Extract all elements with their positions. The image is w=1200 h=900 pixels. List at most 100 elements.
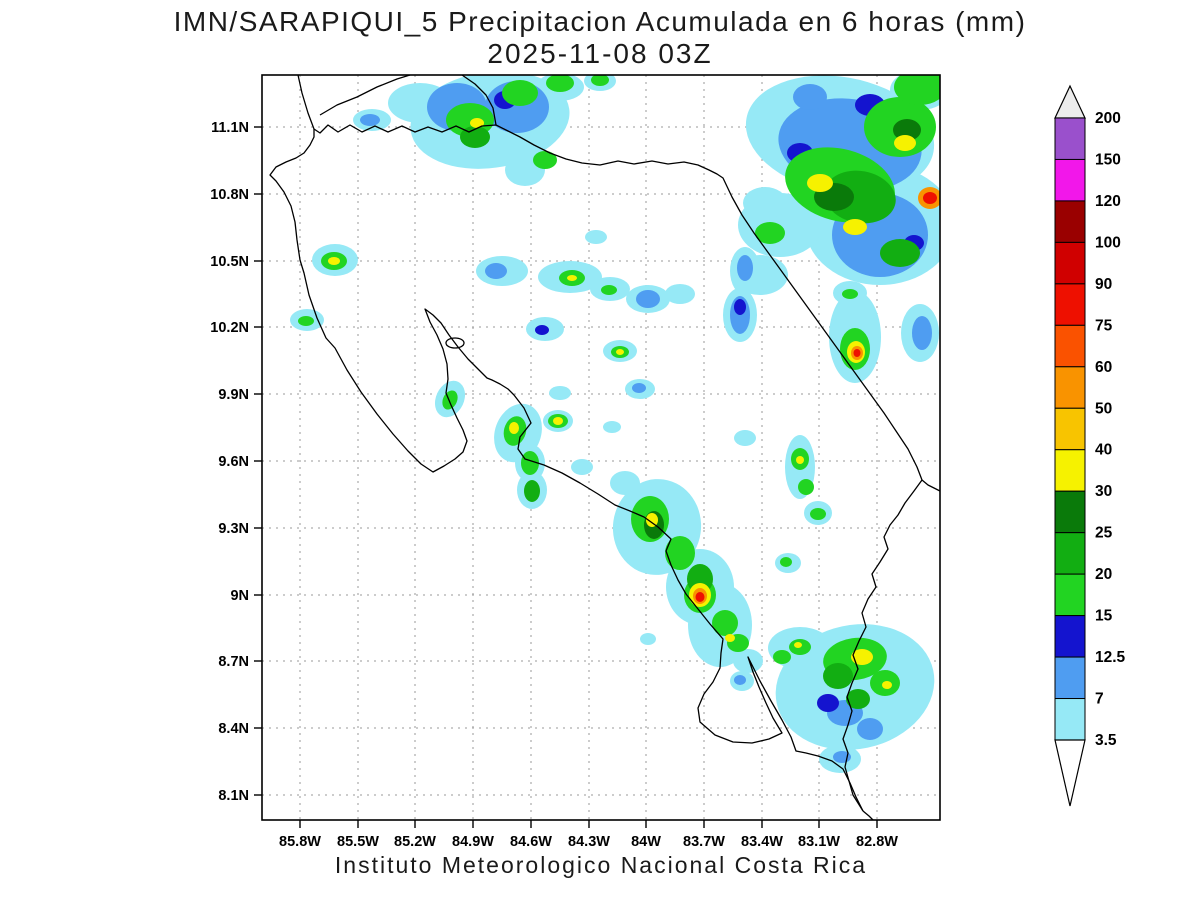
precip-cell-g1 [712, 610, 738, 636]
precip-cell-c [640, 633, 656, 645]
precip-cell-y [851, 649, 873, 665]
colorbar-label: 12.5 [1095, 649, 1126, 666]
coastline [461, 75, 497, 126]
colorbar-segment [1054, 158, 1086, 202]
colorbar-segment [1054, 449, 1086, 492]
precip-cell-db [734, 299, 746, 315]
x-tick-label: 85.5W [337, 834, 379, 850]
y-tick-label: 8.7N [218, 654, 249, 670]
colorbar-label: 25 [1095, 525, 1113, 542]
precip-cell-g1 [810, 508, 826, 520]
coastline [297, 75, 940, 492]
y-tick-label: 9N [230, 588, 249, 604]
colorbar-label: 15 [1095, 608, 1113, 625]
colorbar-segment [1054, 532, 1086, 575]
island-outline [445, 337, 465, 349]
precip-cell-g2 [824, 170, 896, 224]
colorbar-segment [1054, 324, 1086, 368]
precip-cell-y [328, 257, 340, 265]
x-tick-label: 82.8W [856, 834, 898, 850]
precip-cell-y [794, 642, 802, 648]
y-tick-label: 9.9N [218, 387, 249, 403]
precip-cell-y [553, 417, 563, 425]
precip-cell-b [485, 263, 507, 279]
precip-cell-y [725, 634, 735, 642]
x-tick-label: 85.2W [394, 834, 436, 850]
precip-cell-g1 [533, 151, 557, 169]
precip-cell-b [632, 383, 646, 393]
precip-cell-g2 [823, 663, 853, 689]
precip-cell-g1 [601, 285, 617, 295]
colorbar-label: 7 [1095, 691, 1104, 708]
y-tick-label: 8.4N [218, 721, 249, 737]
precip-cell-b [636, 290, 660, 308]
precip-cell-c [603, 421, 621, 433]
precip-cell-y [567, 275, 577, 281]
y-tick-label: 9.6N [218, 454, 249, 470]
precip-cell-y [843, 219, 867, 235]
chart-title: IMN/SARAPIQUI_5 Precipitacion Acumulada … [173, 6, 1027, 37]
precip-cell-c [733, 649, 763, 673]
precip-cell-g1 [502, 80, 538, 106]
axis-ticks [254, 126, 878, 828]
colorbar-label: 50 [1095, 400, 1112, 417]
colorbar-label: 30 [1095, 483, 1112, 500]
colorbar-label: 60 [1095, 359, 1112, 376]
precip-cell-g1 [521, 451, 539, 475]
precip-cell-g3 [893, 119, 921, 141]
precip-cell-g1 [665, 536, 695, 570]
x-tick-label: 84.3W [568, 834, 610, 850]
colorbar-label: 40 [1095, 442, 1112, 459]
colorbar-label: 3.5 [1095, 732, 1117, 749]
precip-cell-y [616, 349, 624, 355]
precip-cell-b [793, 84, 827, 110]
precip-cell-c [665, 284, 695, 304]
precip-cell-g1 [546, 75, 574, 92]
precip-cell-g2 [880, 239, 920, 267]
precip-cell-b [737, 255, 753, 281]
coastlines [269, 75, 940, 820]
x-tick-label: 84W [631, 834, 661, 850]
precip-cell-c [549, 386, 571, 400]
precip-cell-c [734, 430, 756, 446]
precip-cell-g1 [298, 316, 314, 326]
colorbar-label: 200 [1095, 110, 1121, 127]
colorbar-segment [1054, 407, 1086, 451]
colorbar-segment [1054, 656, 1086, 700]
precip-cell-b [857, 718, 883, 740]
coastline [842, 479, 923, 812]
precip-cell-r [695, 592, 705, 602]
precip-cell-g1 [591, 75, 609, 86]
coastline [862, 810, 874, 820]
precip-cell-g2 [524, 480, 540, 502]
precip-cell-r [923, 192, 937, 204]
figure-caption: Instituto Meteorologico Nacional Costa R… [334, 852, 868, 878]
x-tick-label: 83.4W [741, 834, 783, 850]
precip-cell-g1 [773, 650, 791, 664]
precip-cell-y [894, 135, 916, 151]
colorbar-label: 75 [1095, 317, 1113, 334]
precip-cell-c [585, 230, 607, 244]
y-tick-label: 8.1N [218, 788, 249, 804]
precip-cell-y [796, 456, 804, 464]
precip-cell-g1 [842, 289, 858, 299]
precip-cell-c [571, 459, 593, 475]
colorbar-segment [1054, 490, 1086, 534]
y-tick-label: 11.1N [211, 120, 249, 136]
colorbar-label: 20 [1095, 566, 1112, 583]
x-tick-label: 83.7W [683, 834, 725, 850]
x-tick-label: 85.8W [279, 834, 321, 850]
y-tick-label: 10.8N [210, 187, 249, 203]
precip-cell-y [470, 118, 484, 128]
map-frame [261, 74, 941, 821]
x-tick-label: 84.9W [452, 834, 494, 850]
precip-cell-y [646, 513, 658, 527]
precip-cell-g1 [755, 222, 785, 244]
colorbar-segment [1054, 283, 1086, 326]
precip-cell-r [853, 349, 861, 357]
precip-cell-c [743, 187, 787, 219]
colorbar-segment [1054, 615, 1086, 658]
precip-cell-g1 [894, 75, 940, 105]
colorbar-segment [1054, 366, 1086, 409]
